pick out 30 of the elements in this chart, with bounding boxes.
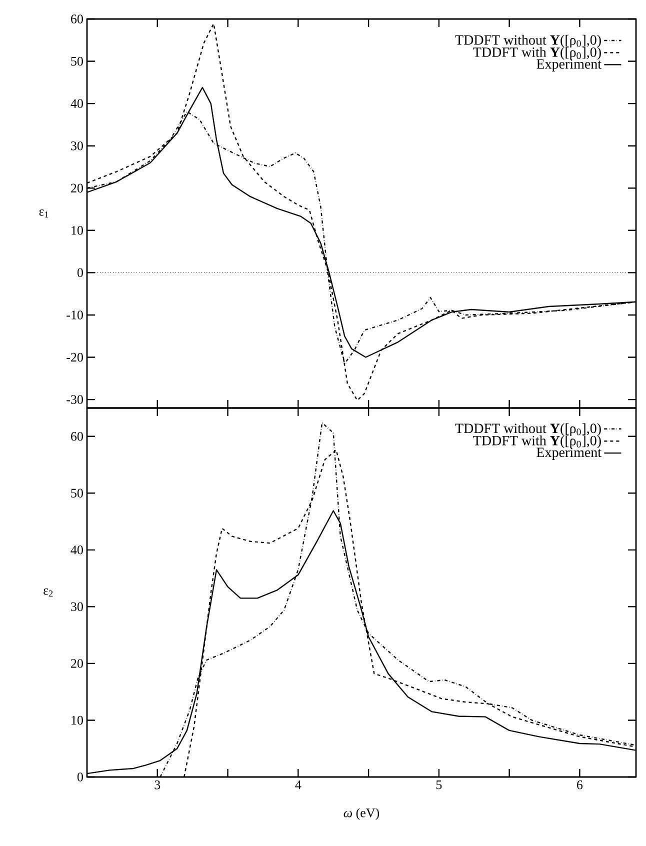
legend-label: Experiment bbox=[536, 59, 602, 72]
x-tick-label: 3 bbox=[154, 780, 160, 790]
y-tick-label: 50 bbox=[71, 56, 83, 66]
y-tick-label: -10 bbox=[66, 310, 83, 320]
legend-label: TDDFT without Y([ρ$_{0}$],0) bbox=[455, 34, 601, 48]
y-tick-label: 60 bbox=[71, 14, 83, 24]
y-tick-label: -30 bbox=[66, 395, 83, 404]
y-tick-label: 50 bbox=[71, 488, 83, 498]
y-tick-label: 30 bbox=[71, 141, 83, 150]
legend-label: TDDFT without Y([ρ$_{0}$],0) bbox=[455, 423, 601, 436]
y-tick-label: 20 bbox=[71, 184, 83, 193]
x-tick-label: 5 bbox=[436, 780, 442, 790]
legend-label: TDDFT with Y([ρ$_{0}$],0) bbox=[473, 435, 601, 448]
y-tick-label: 30 bbox=[71, 602, 83, 612]
y-tick-label: 40 bbox=[70, 546, 83, 554]
y-axis-title: ε$_{2}$ bbox=[44, 588, 53, 597]
y-tick-label: 0 bbox=[77, 268, 83, 278]
x-axis-title: ω (eV) bbox=[344, 808, 380, 820]
y-tick-label: 10 bbox=[72, 226, 83, 235]
legend-label: TDDFT with Y([ρ$_{0}$],0) bbox=[473, 47, 601, 60]
y-tick-label: 60 bbox=[71, 432, 83, 441]
legend-label: Experiment bbox=[536, 448, 602, 460]
x-tick-label: 6 bbox=[577, 780, 583, 790]
y-tick-label: 40 bbox=[70, 99, 83, 108]
x-tick-label: 4 bbox=[295, 780, 302, 790]
y-tick-label: 0 bbox=[77, 772, 83, 782]
y-tick-label: 20 bbox=[71, 659, 83, 668]
y-tick-label: 10 bbox=[72, 716, 83, 725]
y-tick-label: -20 bbox=[66, 352, 83, 362]
y-axis-title: ε$_{1}$ bbox=[39, 209, 48, 218]
